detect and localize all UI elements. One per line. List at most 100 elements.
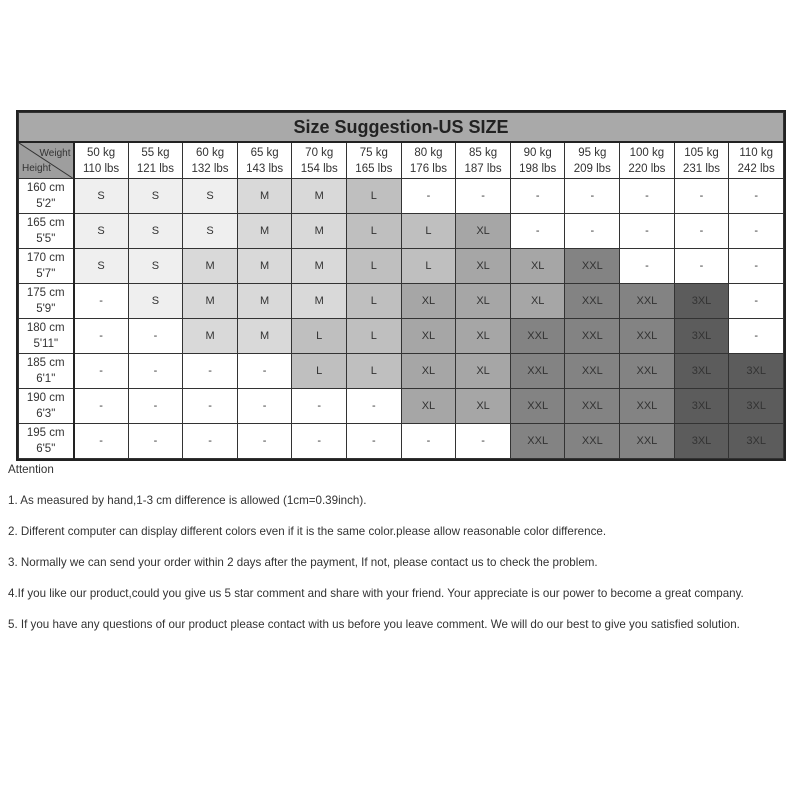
note-item: 3. Normally we can send your order withi…: [8, 556, 598, 569]
chart-title: Size Suggestion-US SIZE: [18, 112, 784, 143]
weight-lbs: 198 lbs: [519, 162, 557, 175]
size-cell: XXL: [619, 353, 675, 389]
size-cell: -: [455, 423, 511, 459]
size-cell: -: [73, 353, 129, 389]
weight-kg: 70 kg: [305, 146, 334, 159]
size-cell: -: [236, 353, 293, 389]
weight-kg: 55 kg: [141, 146, 170, 159]
size-cell: M: [291, 283, 348, 319]
height-header-cell: 175 cm 5'9": [18, 283, 75, 319]
size-cell: M: [182, 283, 238, 319]
weight-lbs: 121 lbs: [136, 162, 174, 175]
weight-header-cell: 65 kg 143 lbs: [236, 141, 293, 179]
height-ft: 5'9": [36, 303, 56, 315]
size-cell: XL: [455, 283, 511, 319]
size-cell: L: [346, 248, 402, 284]
size-cell: -: [236, 423, 293, 459]
size-cell: L: [346, 213, 402, 249]
height-label: Height: [22, 163, 51, 174]
size-cell: XL: [455, 388, 511, 424]
size-cell: XL: [455, 353, 511, 389]
height-ft: 6'1": [36, 373, 56, 385]
size-cell: -: [673, 178, 730, 214]
size-cell: M: [236, 213, 293, 249]
note-item: 2. Different computer can display differ…: [8, 525, 607, 538]
weight-lbs: 231 lbs: [682, 162, 721, 175]
diagonal-divider: [19, 143, 72, 178]
weight-lbs: 209 lbs: [573, 162, 611, 175]
size-cell: L: [346, 318, 402, 354]
size-cell: XXL: [564, 283, 621, 319]
weight-header-cell: 100 kg 220 lbs: [619, 141, 675, 179]
weight-lbs: 187 lbs: [464, 162, 502, 175]
weight-label: Weight: [39, 148, 71, 159]
size-cell: -: [73, 283, 129, 319]
weight-kg: 90 kg: [523, 146, 552, 159]
height-ft: 5'2": [36, 198, 56, 210]
size-cell: XXL: [564, 353, 621, 389]
weight-kg: 100 kg: [629, 146, 665, 159]
height-ft: 5'11": [33, 338, 59, 350]
size-cell: XL: [400, 318, 457, 354]
weight-header-cell: 105 kg 231 lbs: [673, 141, 730, 179]
size-cell: L: [346, 283, 402, 319]
height-cm: 175 cm: [26, 287, 65, 299]
weight-kg: 50 kg: [86, 146, 116, 159]
height-ft: 5'5": [36, 233, 56, 245]
table-row: 160 cm 5'2" S S S M M L - - - - - - -: [18, 178, 784, 214]
size-cell: -: [564, 178, 621, 214]
weight-header-cell: 75 kg 165 lbs: [346, 141, 402, 179]
height-header-cell: 195 cm 6'5": [18, 423, 75, 459]
size-cell: -: [236, 388, 293, 424]
weight-header-cell: 60 kg 132 lbs: [182, 141, 238, 179]
note-item: 5. If you have any questions of our prod…: [8, 618, 740, 631]
size-cell: 3XL: [673, 283, 730, 319]
size-cell: -: [127, 318, 184, 354]
size-cell: -: [182, 388, 238, 424]
size-cell: 3XL: [673, 318, 730, 354]
weight-header-cell: 55 kg 121 lbs: [127, 141, 184, 179]
height-cm: 195 cm: [26, 427, 65, 439]
size-cell: M: [236, 248, 293, 284]
height-header-cell: 185 cm 6'1": [18, 353, 75, 389]
size-cell: XL: [455, 248, 511, 284]
weight-kg: 75 kg: [359, 146, 388, 159]
height-header-cell: 180 cm 5'11": [18, 318, 75, 354]
size-cell: -: [127, 388, 184, 424]
size-cell: XXL: [564, 423, 621, 459]
weight-lbs: 242 lbs: [737, 162, 775, 175]
notes-heading: Attention: [8, 463, 54, 476]
size-cell: XL: [509, 248, 566, 284]
height-cm: 160 cm: [26, 182, 65, 194]
size-cell: L: [346, 353, 402, 389]
size-cell: XXL: [509, 423, 566, 459]
size-cell: -: [346, 423, 402, 459]
corner-cell: Weight Height: [18, 141, 75, 179]
size-cell: M: [291, 178, 348, 214]
size-cell: -: [73, 388, 129, 424]
size-cell: L: [346, 178, 402, 214]
size-cell: XL: [509, 283, 566, 319]
size-cell: -: [400, 178, 457, 214]
height-header-cell: 170 cm 5'7": [18, 248, 75, 284]
size-cell: -: [509, 178, 566, 214]
attention-notes: Attention 1. As measured by hand,1-3 cm …: [8, 463, 798, 649]
size-cell: M: [236, 318, 293, 354]
weight-kg: 110 kg: [739, 146, 773, 159]
size-cell: -: [182, 423, 238, 459]
weight-lbs: 165 lbs: [355, 162, 393, 175]
weight-kg: 60 kg: [195, 146, 225, 159]
size-cell: XXL: [619, 318, 675, 354]
size-cell: 3XL: [673, 423, 730, 459]
size-cell: XXL: [564, 388, 621, 424]
size-cell: L: [291, 318, 348, 354]
size-cell: -: [509, 213, 566, 249]
size-cell: M: [291, 248, 348, 284]
size-cell: M: [236, 283, 293, 319]
size-cell: -: [455, 178, 511, 214]
height-header-cell: 190 cm 6'3": [18, 388, 75, 424]
size-cell: -: [728, 178, 784, 214]
size-cell: XXL: [619, 388, 675, 424]
size-cell: 3XL: [673, 353, 730, 389]
weight-header-cell: 110 kg 242 lbs: [728, 141, 784, 179]
